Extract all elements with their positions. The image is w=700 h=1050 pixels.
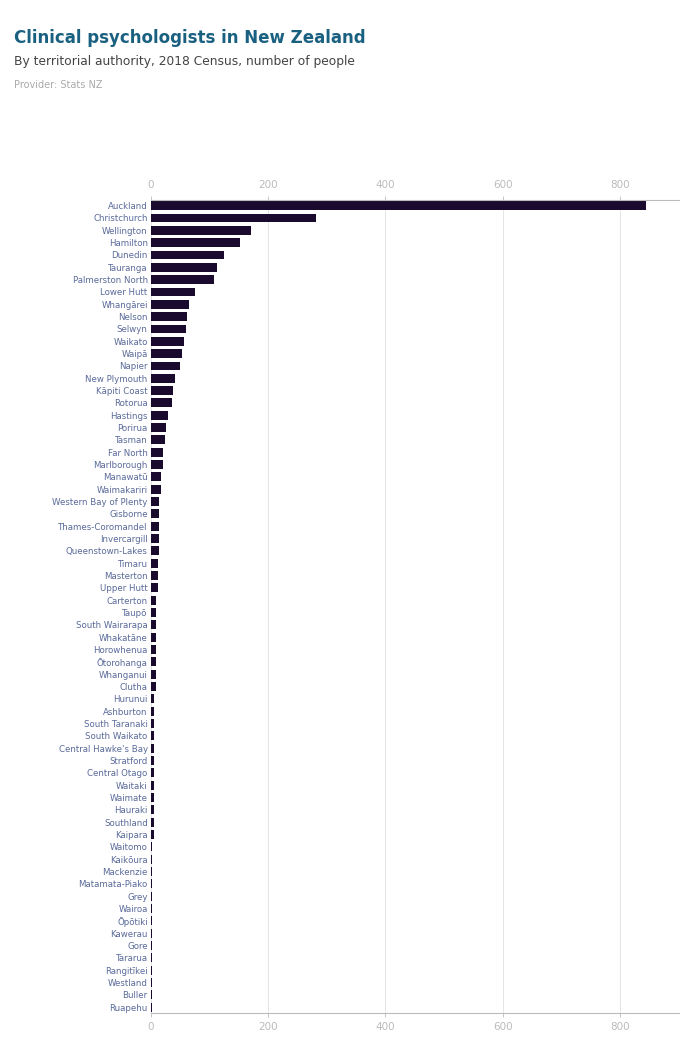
- Bar: [150, 534, 160, 543]
- Bar: [150, 769, 154, 777]
- Bar: [150, 917, 153, 925]
- Bar: [150, 399, 172, 407]
- Bar: [150, 805, 154, 814]
- Bar: [150, 374, 175, 382]
- Bar: [150, 337, 184, 345]
- Bar: [150, 262, 218, 272]
- Bar: [150, 251, 225, 259]
- Bar: [150, 423, 167, 432]
- Bar: [150, 324, 186, 334]
- Bar: [150, 781, 154, 790]
- Bar: [150, 867, 153, 876]
- Bar: [150, 756, 154, 765]
- Bar: [150, 743, 154, 753]
- Text: Clinical psychologists in New Zealand: Clinical psychologists in New Zealand: [14, 29, 365, 47]
- Bar: [150, 288, 195, 296]
- Bar: [150, 694, 154, 704]
- Bar: [150, 411, 168, 420]
- Bar: [150, 879, 153, 888]
- Bar: [150, 904, 153, 912]
- Text: Provider: Stats NZ: Provider: Stats NZ: [14, 80, 102, 90]
- Bar: [150, 966, 153, 974]
- Bar: [150, 485, 161, 494]
- Bar: [150, 941, 153, 950]
- Bar: [150, 793, 154, 802]
- Bar: [150, 497, 160, 506]
- Bar: [150, 657, 156, 667]
- Bar: [150, 990, 153, 1000]
- Bar: [150, 670, 156, 678]
- Bar: [150, 509, 160, 519]
- Bar: [150, 202, 645, 210]
- Bar: [150, 633, 156, 642]
- Bar: [150, 818, 154, 826]
- Bar: [150, 682, 156, 691]
- Bar: [150, 238, 240, 247]
- Bar: [150, 707, 154, 716]
- Bar: [150, 719, 154, 728]
- Bar: [150, 361, 181, 371]
- Bar: [150, 978, 153, 987]
- Bar: [150, 891, 153, 901]
- Bar: [150, 436, 164, 444]
- Bar: [150, 275, 214, 285]
- Bar: [150, 571, 158, 580]
- Bar: [150, 460, 163, 469]
- Bar: [150, 732, 154, 740]
- Bar: [150, 621, 156, 629]
- Text: figure.nz: figure.nz: [588, 19, 662, 34]
- Bar: [150, 842, 153, 852]
- Bar: [150, 584, 158, 592]
- Bar: [150, 447, 163, 457]
- Bar: [150, 953, 153, 962]
- Bar: [150, 831, 154, 839]
- Bar: [150, 312, 188, 321]
- Bar: [150, 226, 251, 235]
- Bar: [150, 595, 156, 605]
- Bar: [150, 645, 156, 654]
- Bar: [150, 350, 182, 358]
- Bar: [150, 546, 160, 555]
- Bar: [150, 855, 153, 863]
- Bar: [150, 522, 160, 530]
- Bar: [150, 300, 189, 309]
- Text: By territorial authority, 2018 Census, number of people: By territorial authority, 2018 Census, n…: [14, 55, 355, 67]
- Bar: [150, 559, 158, 568]
- Bar: [150, 608, 156, 617]
- Bar: [150, 928, 153, 938]
- Bar: [150, 1003, 153, 1011]
- Bar: [150, 472, 161, 481]
- Bar: [150, 386, 174, 395]
- Bar: [150, 213, 316, 223]
